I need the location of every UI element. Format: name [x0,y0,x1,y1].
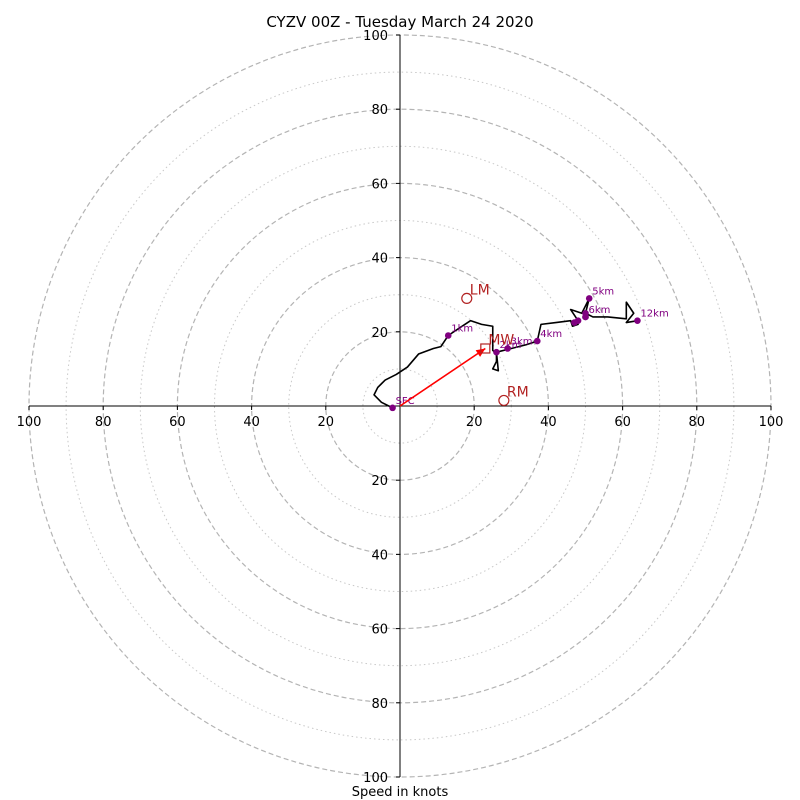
y-tick-label: 100 [363,29,388,44]
tick-labels: 100 80 60 40 20 20 40 60 80 100 100 80 60 40 20 20 40 60 8… [17,29,784,786]
y-tick-label: 100 [363,771,388,786]
chart-title: CYZV 00Z - Tuesday March 24 2020 [266,13,533,31]
y-tick-label: 40 [371,252,388,267]
height-marker-point [574,317,582,324]
shear-vector-line [399,347,486,407]
storm-motion: LM RM MW [399,282,529,407]
y-tick-label: 80 [371,697,388,712]
x-tick-label: 20 [318,415,335,430]
x-tick-label: 100 [17,415,42,430]
storm-motion-mw-marker [480,343,491,354]
x-tick-label: 60 [169,415,186,430]
x-tick-label: 60 [614,415,631,430]
x-tick-label: 80 [689,415,706,430]
y-tick-label: 40 [371,548,388,563]
height-marker-point [444,332,452,339]
storm-motion-lm-label: LM [470,282,490,298]
height-marker-label: 12km [640,309,668,320]
height-marker-label: 6km [589,305,611,316]
height-marker-point [634,317,641,324]
x-tick-label: 80 [95,415,112,430]
x-axis-label: Speed in knots [352,785,449,800]
y-tick-label: 60 [371,177,388,192]
storm-motion-rm-label: RM [507,384,529,400]
y-tick-label: 20 [371,474,388,489]
height-marker-label: 2km [499,340,521,351]
height-marker-point [389,404,396,412]
height-marker-label: 4km [540,329,562,340]
height-marker-label: 1km [451,324,473,335]
height-marker-point [493,348,500,356]
height-marker-point [533,337,541,345]
y-tick-label: 60 [371,623,388,638]
y-tick-label: 80 [371,103,388,118]
x-tick-label: 100 [759,415,784,430]
storm-motion-rm-marker [498,394,510,407]
storm-motion-lm-marker [461,292,473,305]
height-marker-label: SFC [396,396,415,407]
height-marker-point [585,295,593,302]
height-marker-point [504,345,511,352]
height-marker-point [582,313,589,321]
x-tick-label: 20 [466,415,483,430]
height-marker-label: 5km [592,286,614,297]
x-tick-label: 40 [243,415,260,430]
y-tick-label: 20 [371,326,388,341]
height-marker-label: 3km [511,336,533,347]
storm-motion-mw-label: MW [488,332,514,348]
x-tick-label: 40 [540,415,557,430]
